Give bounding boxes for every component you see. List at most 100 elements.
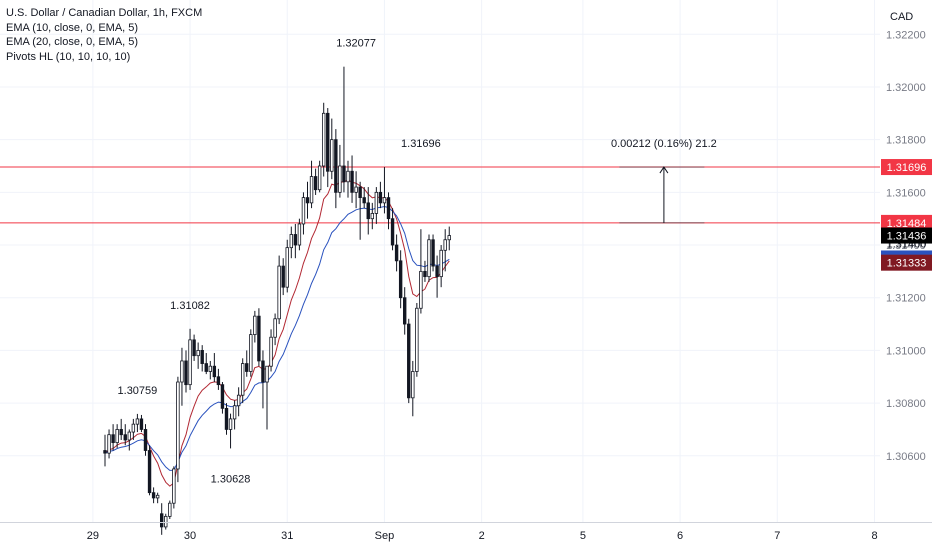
candle (419, 229, 423, 314)
candle (212, 353, 217, 383)
candle-body (192, 339, 196, 357)
price-tag-label: 1.31333 (887, 258, 927, 270)
candle-body (338, 165, 342, 193)
candle-body (419, 270, 423, 309)
candle-body (232, 405, 237, 420)
candle-body (301, 197, 306, 225)
ema-lines (104, 179, 450, 487)
candle-body (131, 423, 136, 433)
candle-body (261, 360, 265, 383)
legend: U.S. Dollar / Canadian Dollar, 1h, FXCM … (6, 6, 202, 64)
candle (423, 260, 427, 282)
y-tick-label: 1.32000 (886, 82, 926, 94)
horizontal-lines[interactable] (0, 166, 880, 224)
candle-body (447, 235, 451, 241)
candle-body (236, 394, 241, 407)
candle (115, 424, 119, 448)
candle (313, 168, 318, 195)
candle (289, 226, 293, 259)
candle-body (317, 165, 322, 191)
candle (180, 347, 184, 406)
candle (245, 350, 249, 377)
candle (398, 250, 403, 309)
measure-tool[interactable]: 0.00212 (0.16%) 21.2 (611, 138, 717, 224)
y-tick-label: 1.30600 (886, 451, 926, 463)
x-tick-label: 29 (87, 530, 99, 542)
candle (192, 334, 196, 361)
candle (443, 229, 447, 272)
price-tags: 1.316961.314841.314001.314361.313491.313… (881, 159, 932, 271)
candle (236, 387, 241, 417)
candle (407, 318, 411, 404)
candle (220, 382, 225, 414)
candle-body (354, 186, 358, 193)
candle (159, 503, 164, 535)
candle-body (362, 197, 366, 204)
candle (107, 429, 111, 459)
y-tick-label: 1.32200 (886, 29, 926, 41)
candle-body (326, 112, 330, 172)
candle-body (180, 360, 184, 383)
candle (249, 329, 253, 377)
candle (253, 310, 257, 343)
pivot-label: 1.30759 (118, 385, 158, 397)
candle-body (103, 450, 107, 454)
candle (370, 202, 374, 230)
x-tick-label: 7 (774, 530, 780, 542)
candle (277, 255, 281, 325)
candle-body (200, 350, 204, 364)
x-tick-label: 2 (479, 530, 485, 542)
candle-body (313, 176, 318, 191)
ema20-line (104, 205, 450, 471)
candle (216, 368, 221, 390)
x-tick-label: 30 (184, 530, 196, 542)
candle (293, 223, 298, 259)
candle (103, 434, 107, 467)
candle (127, 429, 131, 451)
candle-body (257, 315, 261, 362)
candle-body (269, 336, 273, 367)
candle-body (123, 434, 127, 441)
y-tick-label: 1.31800 (886, 135, 926, 147)
candle-body (253, 315, 257, 335)
pivot-labels: 1.30759 1.31082 1.30628 1.32077 1.31696 (118, 38, 441, 486)
candle-body (398, 260, 403, 299)
pivot-label: 1.30628 (211, 473, 251, 485)
candle-body (411, 371, 415, 399)
ema20-label[interactable]: EMA (20, close, 0, EMA, 5) (6, 36, 139, 48)
candle (143, 424, 148, 456)
candle (164, 513, 168, 530)
candle-body (342, 165, 346, 183)
candles (103, 66, 451, 535)
candle-body (374, 191, 379, 214)
symbol-title[interactable]: U.S. Dollar / Canadian Dollar, 1h, FXCM (6, 7, 203, 19)
axes[interactable]: CAD 1.306001.308001.310001.312001.314001… (0, 11, 932, 542)
pivot-label: 1.31696 (401, 138, 441, 150)
candle-body (370, 213, 374, 220)
candle-body (435, 265, 439, 278)
candle (346, 160, 350, 198)
candle-body (208, 365, 212, 372)
candle (200, 345, 204, 372)
pivots-label[interactable]: Pivots HL (10, 10, 10, 10) (6, 50, 131, 63)
candle-body (196, 350, 200, 357)
candle-body (159, 513, 164, 528)
measure-label: 0.00212 (0.16%) 21.2 (611, 138, 717, 150)
candle (297, 218, 302, 251)
grid (0, 0, 880, 522)
candle (147, 445, 152, 496)
ema10-label[interactable]: EMA (10, close, 0, EMA, 5) (6, 21, 139, 34)
x-tick-label: 8 (871, 530, 877, 542)
candle (224, 403, 229, 435)
hline-price-label: 1.31484 (887, 218, 927, 230)
candle-body (220, 384, 225, 409)
candle (358, 181, 362, 240)
candle (119, 418, 123, 440)
candle (301, 192, 306, 235)
candle-body (147, 450, 152, 494)
candle (439, 245, 443, 288)
candle-body (135, 418, 140, 425)
currency-label: CAD (890, 11, 913, 23)
